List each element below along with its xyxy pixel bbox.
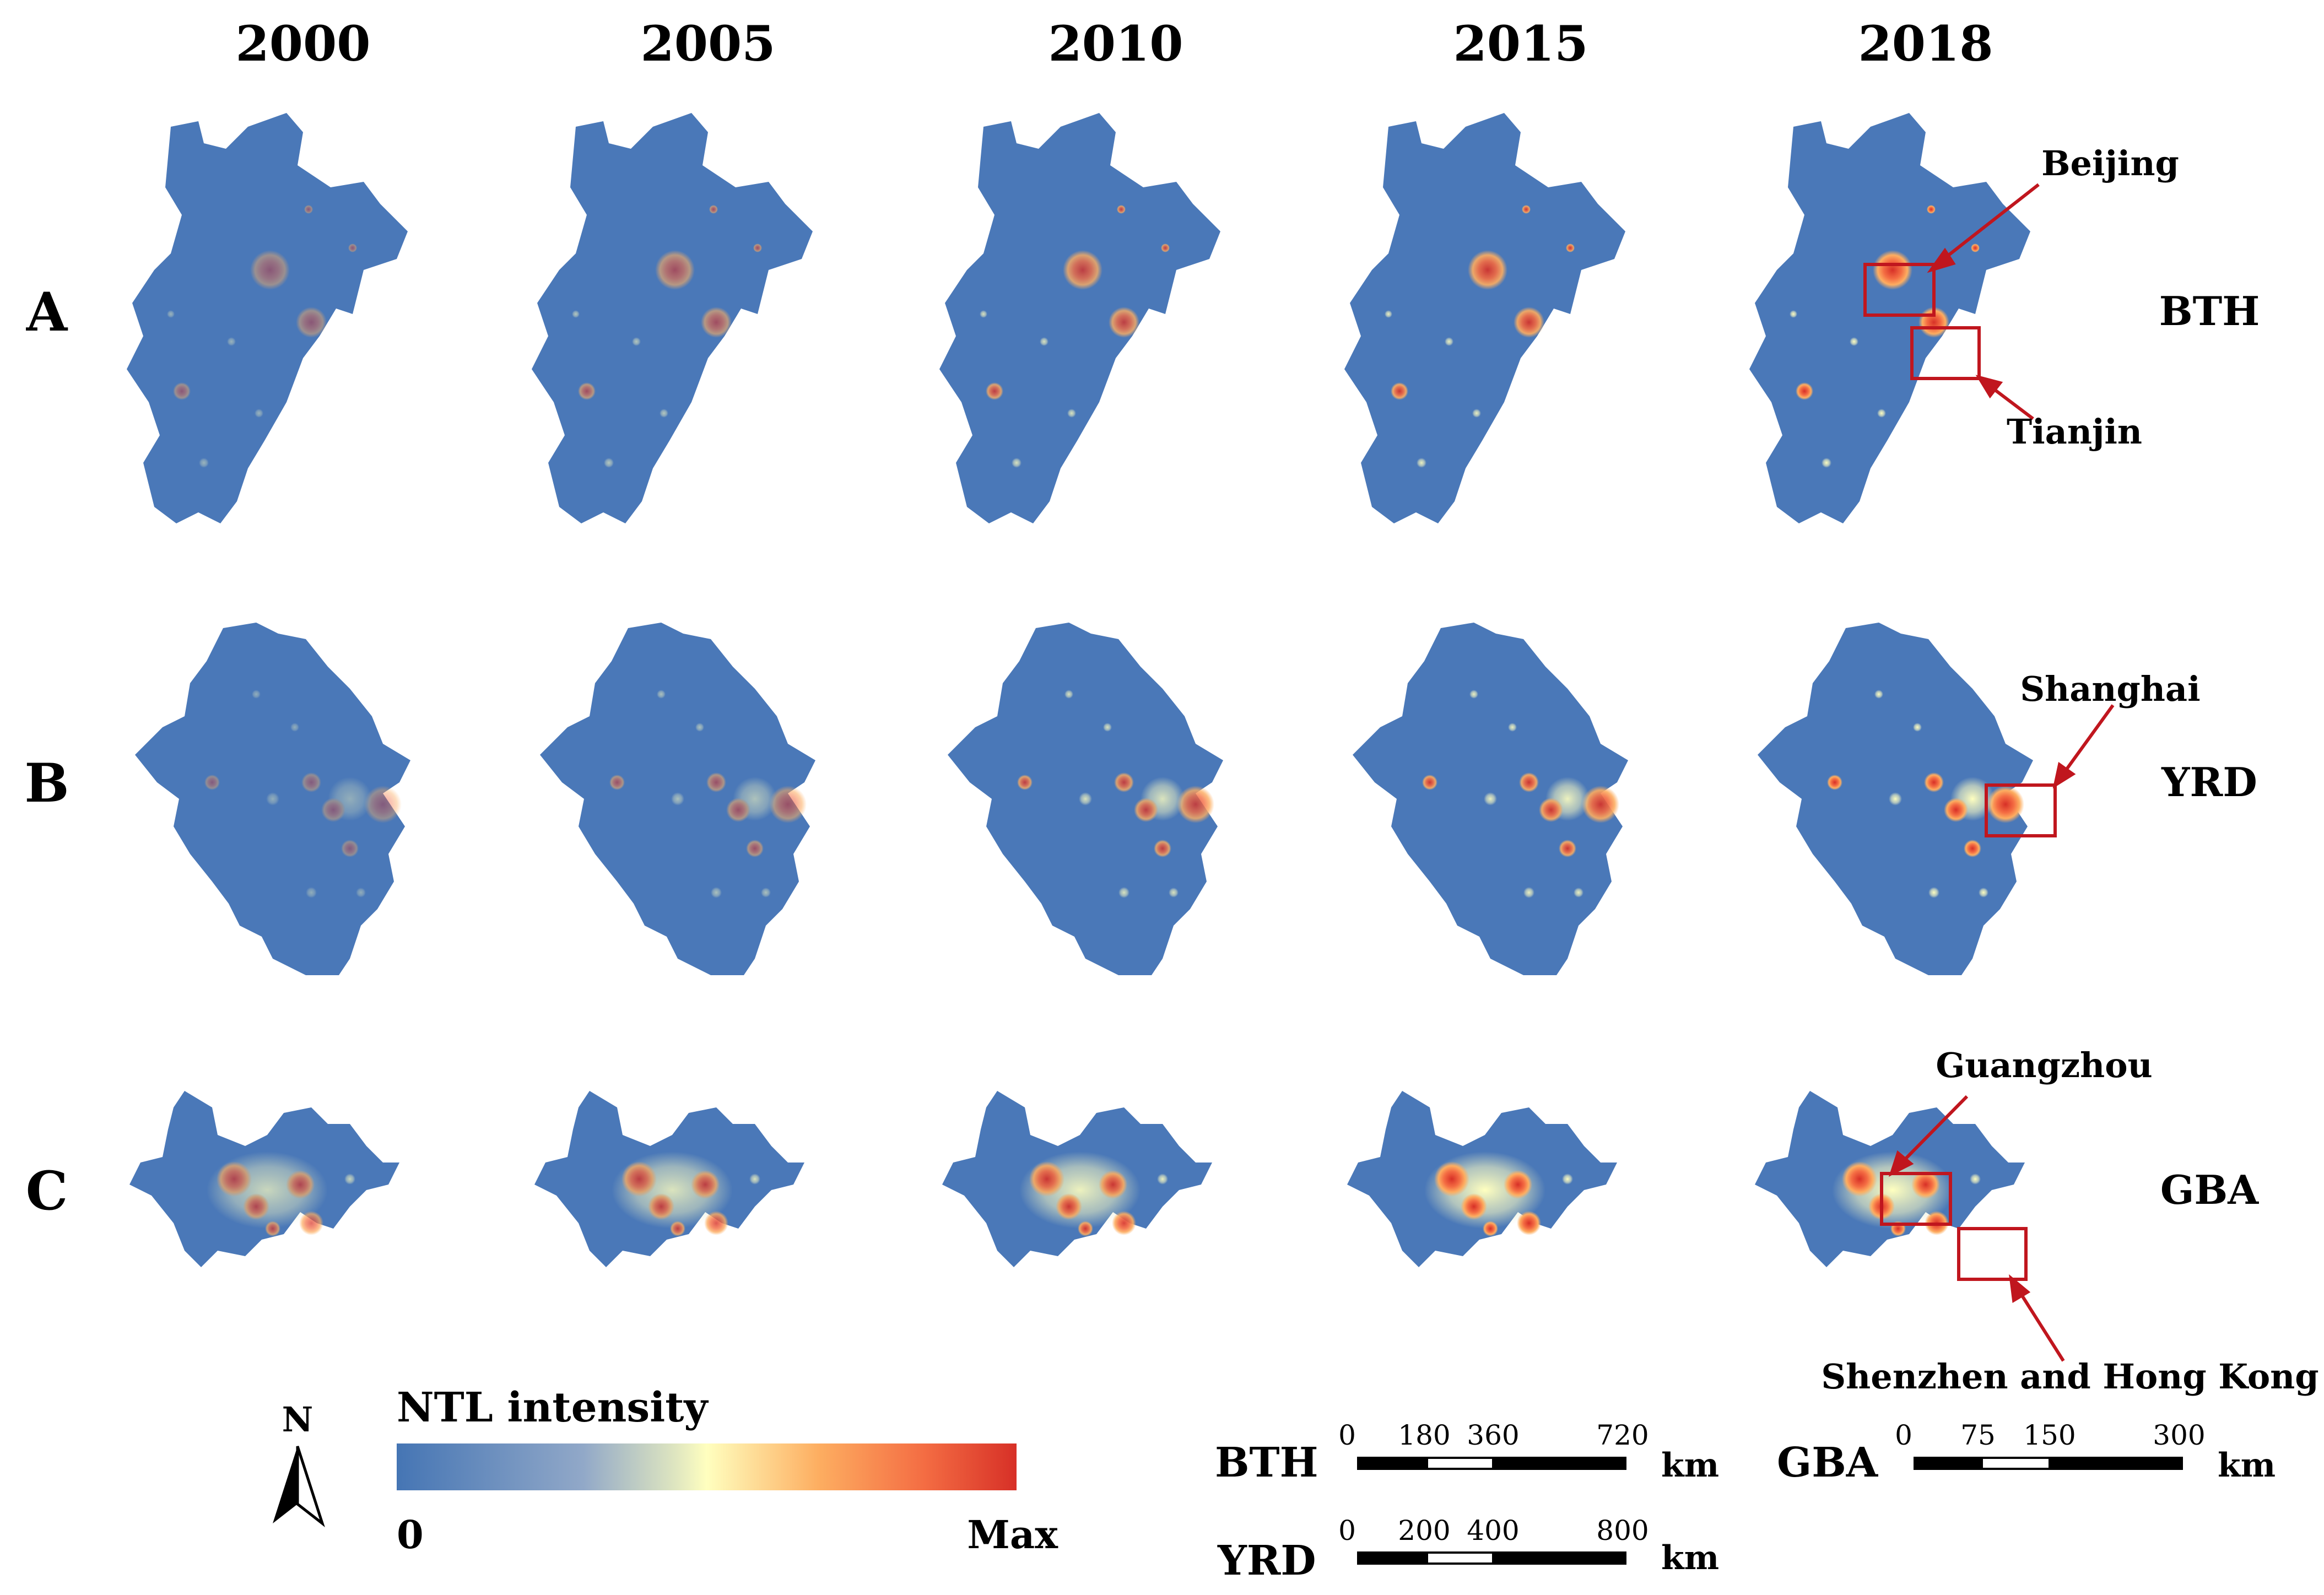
map-gba-2010 <box>942 1091 1212 1267</box>
year-header: 2018 <box>1858 15 1993 72</box>
year-header: 2000 <box>236 15 371 72</box>
shanghai-label: Shanghai <box>2020 669 2200 709</box>
year-headers: 2000 2005 2010 2015 2018 <box>236 15 1993 72</box>
north-label: N <box>282 1399 314 1440</box>
scalebar-label: YRD <box>1217 1537 1316 1585</box>
scalebar-tick: 720 <box>1596 1419 1649 1451</box>
map-bth-2010 <box>939 113 1220 523</box>
scalebar-segment <box>1492 1457 1626 1470</box>
map-gba-2018 <box>1755 1091 2025 1267</box>
scalebar-gba: GBA 0 75 150 300 km <box>1777 1419 2276 1486</box>
region-label: BTH <box>2159 288 2260 334</box>
scalebar-segment <box>1357 1551 1428 1565</box>
row-letter: A <box>26 281 68 343</box>
row-labels: A B C BTH YRD GBA <box>24 281 2260 1222</box>
row-letter: C <box>26 1160 68 1222</box>
legend-max: Max <box>967 1512 1058 1558</box>
guangzhou-box <box>1880 1172 1952 1226</box>
scalebar-segment <box>1981 1457 2051 1470</box>
scalebar-tick: 150 <box>2023 1419 2076 1451</box>
scalebar-segment <box>2049 1457 2183 1470</box>
scalebar-segment <box>1426 1551 1494 1565</box>
north-arrow-left <box>273 1446 298 1523</box>
annotation-labels: Beijing Tianjin Shanghai Guangzhou Shenz… <box>1821 143 2318 1397</box>
beijing-arrow <box>1936 183 2040 266</box>
map-bth-2018 <box>1749 113 2030 523</box>
scalebar-label: GBA <box>1777 1439 1879 1486</box>
map-yrd-2000 <box>135 623 410 975</box>
scalebar-tick: 200 <box>1398 1515 1450 1547</box>
region-label: YRD <box>2161 759 2257 805</box>
map-yrd-2010 <box>948 623 1223 975</box>
scalebar-tick: 0 <box>1895 1419 1912 1451</box>
scalebar-tick: 300 <box>2153 1419 2205 1451</box>
annotations <box>1863 263 2057 1281</box>
map-bth-2015 <box>1344 113 1625 523</box>
scalebar-unit: km <box>1661 1446 1719 1485</box>
scalebar-unit: km <box>2218 1446 2276 1485</box>
tianjin-box <box>1910 326 1981 380</box>
map-yrd-2018 <box>1758 623 2033 975</box>
scalebar-yrd: YRD 0 200 400 800 km <box>1217 1515 1719 1585</box>
legend-title: NTL intensity <box>397 1384 709 1431</box>
scalebar-segment <box>1426 1457 1494 1470</box>
ntl-legend: NTL intensity 0 Max <box>397 1384 1058 1558</box>
annotation-arrows <box>1888 183 2115 1362</box>
map-gba-2000 <box>129 1091 399 1267</box>
beijing-label: Beijing <box>2041 143 2179 183</box>
scalebar-tick: 800 <box>1596 1515 1649 1547</box>
map-bth-2005 <box>532 113 813 523</box>
tianjin-label: Tianjin <box>2007 412 2142 452</box>
legend-color-ramp <box>397 1443 1017 1490</box>
map-bth-2000 <box>127 113 408 523</box>
map-yrd-2005 <box>540 623 815 975</box>
shenzhen-hk-label: Shenzhen and Hong Kong <box>1821 1356 2318 1397</box>
shanghai-box <box>1985 783 2057 837</box>
map-panels <box>127 113 2033 1267</box>
year-header: 2015 <box>1453 15 1588 72</box>
scalebar-tick: 0 <box>1338 1515 1356 1547</box>
scalebar-label: BTH <box>1215 1439 1318 1486</box>
guangzhou-arrow <box>1894 1095 1969 1171</box>
year-header: 2005 <box>641 15 776 72</box>
scalebar-segment <box>1357 1457 1428 1470</box>
scalebar-segment <box>1492 1551 1626 1565</box>
beijing-box <box>1863 263 1936 317</box>
guangzhou-label: Guangzhou <box>1936 1045 2152 1085</box>
year-header: 2010 <box>1048 15 1183 72</box>
legend-min: 0 <box>397 1512 424 1558</box>
scalebar-tick: 180 <box>1398 1419 1450 1451</box>
scalebar-tick: 400 <box>1467 1515 1519 1547</box>
scalebar-tick: 75 <box>1960 1419 1996 1451</box>
map-gba-2015 <box>1347 1091 1617 1267</box>
map-gba-2005 <box>534 1091 804 1267</box>
map-yrd-2015 <box>1353 623 1628 975</box>
region-label: GBA <box>2160 1166 2259 1213</box>
shenzhen-hk-box <box>1957 1227 2028 1281</box>
scalebar-segment <box>1914 1457 1983 1470</box>
scalebar-unit: km <box>1661 1539 1719 1577</box>
scalebar-tick: 0 <box>1338 1419 1356 1451</box>
scalebar-tick: 360 <box>1467 1419 1519 1451</box>
north-arrow-right <box>296 1446 325 1527</box>
scalebar-bth: BTH 0 180 360 720 km <box>1215 1419 1719 1486</box>
north-arrow: N <box>273 1399 325 1527</box>
row-letter: B <box>24 752 69 814</box>
